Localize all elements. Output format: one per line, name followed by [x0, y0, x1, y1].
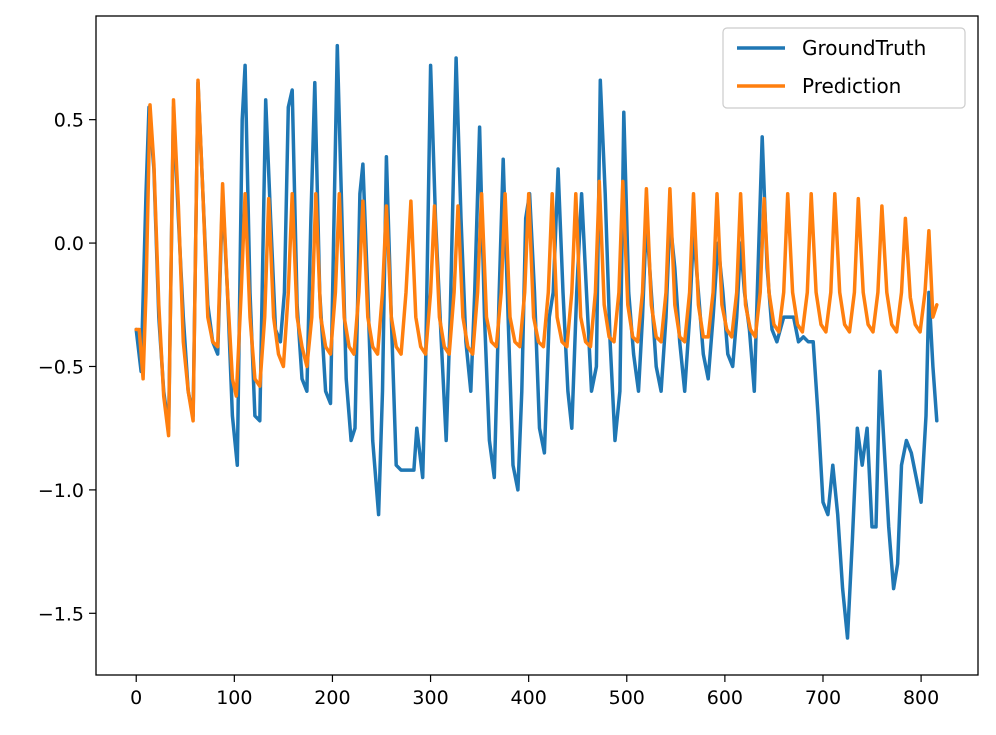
x-tick-label: 300	[412, 687, 448, 709]
x-tick-label: 200	[314, 687, 350, 709]
legend-label-groundtruth: GroundTruth	[802, 36, 926, 60]
series-line-prediction	[134, 78, 939, 438]
series-layer	[134, 43, 939, 640]
y-axis: 0.5 0.0 −0.5 −1.0 −1.5	[38, 110, 96, 625]
x-tick-label: 600	[707, 687, 743, 709]
x-tick-label: 800	[903, 687, 939, 709]
legend: GroundTruth Prediction	[722, 27, 966, 109]
y-tick-label: −0.5	[38, 356, 84, 378]
y-tick-label: 0.5	[54, 110, 84, 132]
legend-label-prediction: Prediction	[802, 74, 901, 98]
series-line-groundtruth	[134, 43, 939, 640]
y-tick-label: −1.0	[38, 480, 84, 502]
x-tick-label: 400	[511, 687, 547, 709]
x-tick-label: 0	[130, 687, 142, 709]
x-tick-label: 500	[609, 687, 645, 709]
y-tick-label: 0.0	[54, 233, 84, 255]
x-axis: 0 100 200 300 400 500 600 700 800	[130, 675, 939, 709]
plot-area-frame	[95, 15, 979, 676]
x-tick-label: 700	[805, 687, 841, 709]
y-tick-label: −1.5	[38, 603, 84, 625]
x-tick-label: 100	[216, 687, 252, 709]
